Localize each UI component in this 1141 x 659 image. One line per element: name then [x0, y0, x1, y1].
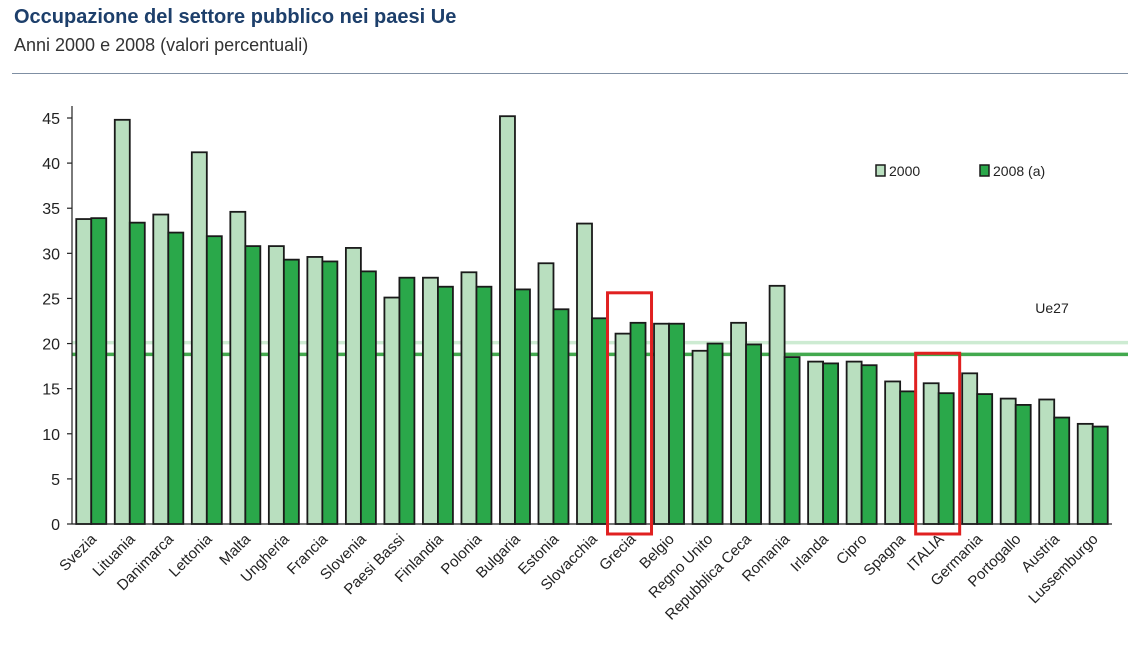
bar-2008-14: [629, 321, 647, 525]
x-tick-label: Grecia: [596, 530, 640, 574]
bar-2008-22: [937, 392, 955, 525]
bar-2000-7: [344, 247, 362, 525]
bar-2000-17: [730, 321, 747, 525]
bar-2008-12: [552, 308, 570, 525]
legend-swatch-1: [979, 164, 990, 177]
bar-2008-23: [976, 393, 994, 525]
highlight-box-italia: [914, 351, 962, 536]
bar-2008-15: [668, 322, 685, 525]
y-tick-label: 5: [51, 472, 60, 489]
bar-2008-13: [591, 317, 608, 525]
highlight-boxes: [606, 291, 962, 536]
bar-2000-20: [845, 360, 863, 525]
x-tick-label: Lettonia: [166, 530, 216, 580]
bar-2000-16: [691, 349, 709, 525]
bar-2000-18: [768, 284, 786, 525]
bar-2000-19: [807, 360, 825, 525]
bar-2000-15: [653, 322, 670, 525]
y-tick-label: 30: [42, 246, 60, 263]
bar-2000-1: [113, 118, 131, 525]
bar-2008-17: [745, 343, 762, 525]
bar-2000-0: [75, 218, 93, 525]
bar-2000-4: [229, 210, 247, 525]
bar-2000-14: [614, 332, 632, 525]
bar-2008-2: [167, 231, 185, 525]
title-divider: [12, 73, 1128, 74]
bar-2008-0: [90, 217, 108, 525]
bar-2008-18: [783, 356, 801, 525]
y-tick-label: 0: [51, 517, 60, 534]
bar-2008-16: [706, 342, 724, 525]
ue27-label: Ue27: [1035, 300, 1069, 316]
y-tick-label: 35: [42, 201, 60, 218]
bar-2008-25: [1053, 416, 1071, 525]
y-tick-label: 25: [42, 291, 60, 308]
bar-2000-3: [190, 151, 208, 525]
bar-2000-8: [383, 296, 401, 525]
y-tick-label: 20: [42, 337, 60, 354]
bar-2000-5: [267, 245, 285, 525]
x-tick-label: Irlanda: [787, 530, 832, 575]
bar-2008-19: [822, 362, 840, 525]
bar-2000-24: [999, 397, 1017, 525]
x-tick-label: Spagna: [860, 530, 909, 579]
y-tick-label: 10: [42, 427, 60, 444]
bar-2000-21: [884, 380, 902, 525]
bar-2008-9: [437, 285, 454, 525]
y-tick-label: 40: [42, 156, 60, 173]
bar-2000-26: [1076, 422, 1094, 525]
legend-swatch-0: [875, 164, 886, 177]
bar-2008-5: [282, 258, 300, 525]
bar-2008-8: [398, 276, 416, 525]
bar-2000-9: [422, 276, 439, 525]
legend-label-0: 2000: [889, 163, 920, 179]
bar-2008-6: [321, 260, 339, 525]
chart-subtitle: Anni 2000 e 2008 (valori percentuali): [14, 35, 309, 55]
bar-2000-10: [460, 271, 478, 525]
bar-2000-2: [152, 213, 170, 525]
bar-2000-25: [1038, 398, 1056, 525]
bar-2008-20: [860, 364, 878, 525]
highlight-box-grecia: [606, 291, 654, 536]
bar-2008-11: [514, 288, 531, 525]
bar-2000-6: [306, 256, 324, 525]
bar-2008-1: [128, 221, 146, 525]
x-tick-label: Bulgaria: [473, 530, 524, 581]
y-tick-label: 45: [42, 111, 60, 128]
bar-2008-24: [1014, 404, 1032, 525]
bar-2008-4: [244, 245, 262, 525]
bar-2000-22: [922, 382, 940, 525]
bar-2000-23: [961, 372, 979, 525]
bar-group: [75, 115, 1109, 525]
y-tick-label: 15: [42, 382, 60, 399]
bar-2008-3: [205, 235, 223, 525]
bar-2000-11: [499, 115, 516, 525]
bar-2008-7: [359, 270, 377, 525]
chart-title: Occupazione del settore pubblico nei pae…: [14, 6, 457, 28]
bar-2000-13: [576, 222, 593, 525]
bar-2008-10: [475, 285, 493, 525]
legend-label-1: 2008 (a): [993, 163, 1045, 179]
bar-2008-21: [899, 390, 917, 525]
legend: 2000 2008 (a): [875, 163, 1045, 179]
bar-2000-12: [537, 262, 555, 525]
bar-2008-26: [1091, 425, 1109, 525]
